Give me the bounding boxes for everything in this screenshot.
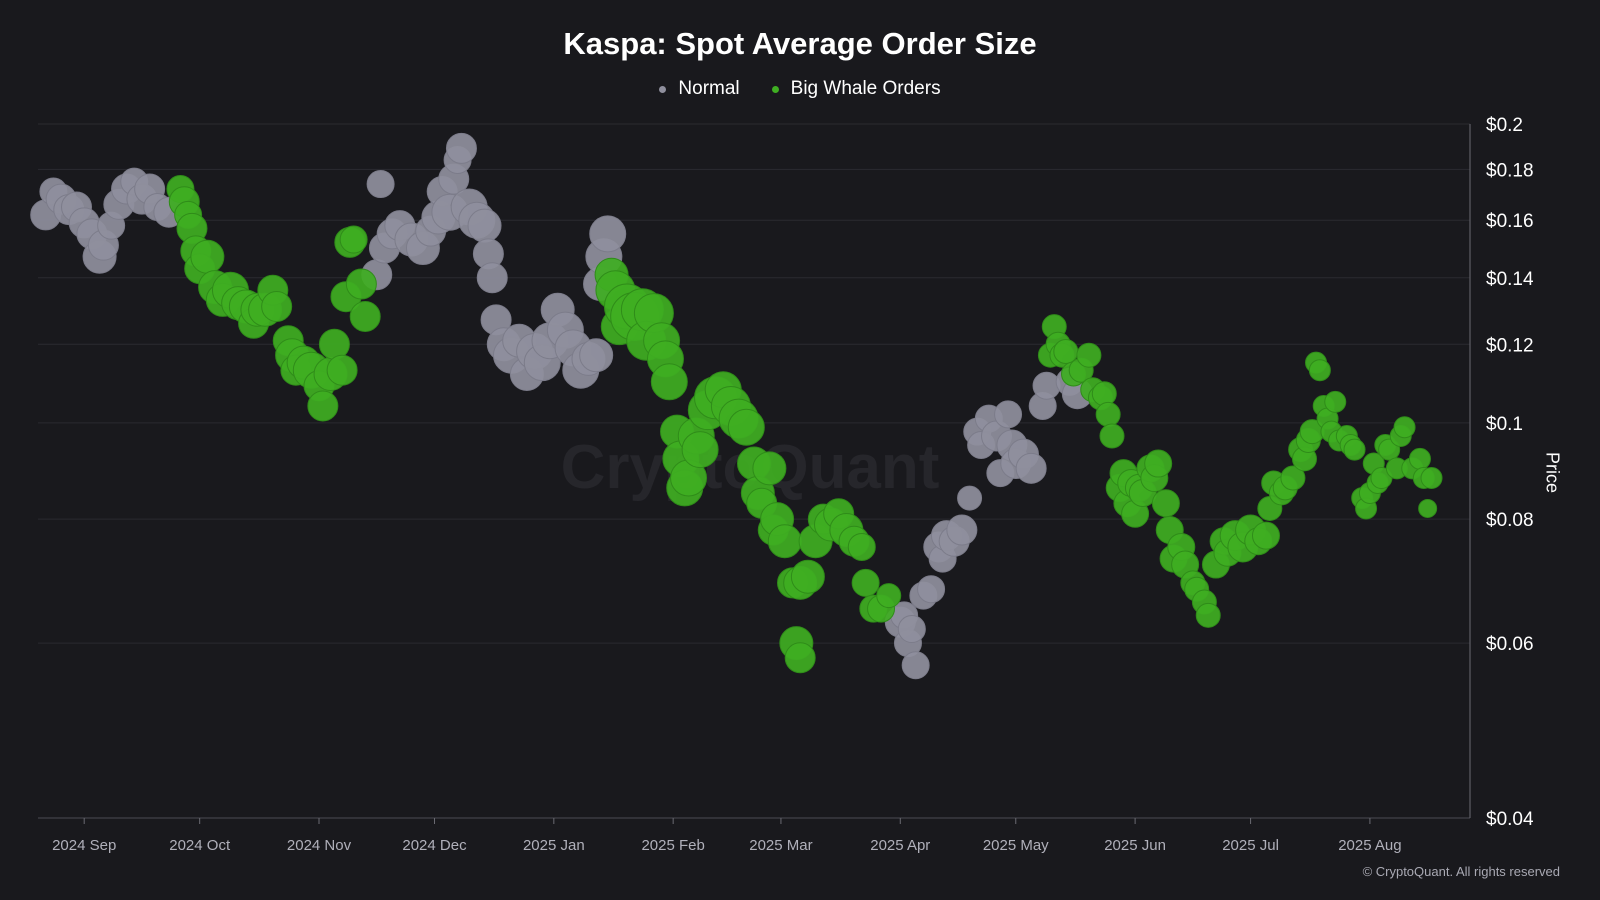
data-point[interactable] (1015, 452, 1047, 484)
data-point[interactable] (1324, 390, 1347, 413)
data-point[interactable] (318, 328, 350, 360)
data-point[interactable] (752, 451, 787, 486)
series-big-whale-orders (166, 175, 1443, 674)
x-tick-label: 2025 May (983, 837, 1049, 854)
data-point[interactable] (901, 651, 930, 680)
data-point[interactable] (994, 400, 1023, 429)
data-point[interactable] (190, 239, 225, 274)
data-point[interactable] (467, 208, 502, 243)
y-tick-label: $0.06 (1486, 634, 1534, 655)
data-point[interactable] (1393, 416, 1416, 439)
legend-item-big-whale-orders[interactable]: Big Whale Orders (771, 78, 941, 100)
data-point[interactable] (1251, 521, 1280, 550)
x-tick-label: 2025 Apr (870, 837, 930, 854)
y-tick-label: $0.14 (1486, 269, 1534, 290)
x-tick-label: 2024 Sep (52, 837, 116, 854)
y-axis-title: Price (1542, 451, 1563, 493)
x-tick-label: 2024 Oct (169, 837, 231, 854)
data-point[interactable] (1151, 489, 1180, 518)
data-point[interactable] (349, 300, 381, 332)
x-tick-label: 2025 Jun (1104, 837, 1166, 854)
data-point[interactable] (946, 514, 978, 546)
chart-title: Kaspa: Spot Average Order Size (563, 26, 1037, 61)
legend-label-big-whale-orders: Big Whale Orders (790, 78, 941, 99)
data-point[interactable] (1280, 465, 1306, 491)
data-point[interactable] (1343, 438, 1366, 461)
data-point[interactable] (589, 215, 627, 253)
y-tick-label: $0.04 (1486, 809, 1534, 830)
data-point[interactable] (1308, 359, 1331, 382)
legend-item-normal[interactable]: Normal (659, 78, 740, 100)
data-point[interactable] (326, 354, 358, 386)
x-tick-label: 2025 Mar (749, 837, 812, 854)
legend-dot-normal (659, 85, 667, 93)
data-point[interactable] (917, 575, 946, 604)
data-point[interactable] (1408, 447, 1431, 470)
data-point[interactable] (897, 615, 926, 644)
x-tick-label: 2025 Jan (523, 837, 585, 854)
y-tick-label: $0.12 (1486, 335, 1534, 356)
data-point[interactable] (1076, 342, 1102, 368)
data-point[interactable] (681, 431, 719, 469)
data-point[interactable] (1144, 449, 1173, 478)
data-point[interactable] (579, 338, 614, 373)
data-point[interactable] (445, 132, 477, 164)
legend: Normal Big Whale Orders (0, 78, 1600, 100)
x-axis: 2024 Sep 2024 Oct 2024 Nov 2024 Dec 2025 Jan… (38, 817, 1470, 854)
data-point[interactable] (851, 568, 880, 597)
data-point[interactable] (957, 485, 983, 511)
x-tick-label: 2024 Nov (287, 837, 352, 854)
legend-label-normal: Normal (678, 78, 740, 99)
data-point[interactable] (650, 363, 688, 401)
y-tick-label: $0.08 (1486, 510, 1534, 531)
y-tick-label: $0.16 (1486, 211, 1534, 232)
data-points (30, 132, 1443, 680)
data-point[interactable] (1195, 602, 1221, 628)
x-tick-label: 2025 Feb (641, 837, 704, 854)
data-point[interactable] (784, 642, 816, 674)
data-point[interactable] (261, 290, 293, 322)
data-point[interactable] (847, 532, 876, 561)
data-point[interactable] (727, 408, 765, 446)
legend-dot-big-whale-orders (771, 85, 779, 93)
data-point[interactable] (345, 268, 377, 300)
y-tick-label: $0.18 (1486, 160, 1534, 181)
data-point[interactable] (1091, 381, 1117, 407)
y-tick-label: $0.1 (1486, 414, 1523, 435)
data-point[interactable] (1418, 498, 1438, 518)
data-point[interactable] (1032, 371, 1061, 400)
y-axis: $0.2 $0.18 $0.16 $0.14 $0.12 $0.1 $0.08 $0.06 $0… (1469, 115, 1534, 830)
data-point[interactable] (1420, 467, 1443, 490)
data-point[interactable] (876, 583, 902, 609)
x-tick-label: 2025 Aug (1338, 837, 1401, 854)
data-point[interactable] (767, 524, 802, 559)
data-point[interactable] (307, 390, 339, 422)
data-point[interactable] (1099, 423, 1125, 449)
data-point[interactable] (339, 225, 368, 254)
data-point[interactable] (476, 262, 508, 294)
x-tick-label: 2025 Jul (1222, 837, 1279, 854)
data-point[interactable] (790, 559, 825, 594)
y-tick-label: $0.2 (1486, 115, 1523, 136)
data-point[interactable] (366, 170, 395, 199)
data-point[interactable] (1095, 401, 1121, 427)
copyright-notice: © CryptoQuant. All rights reserved (1362, 864, 1560, 879)
x-tick-label: 2024 Dec (402, 837, 467, 854)
